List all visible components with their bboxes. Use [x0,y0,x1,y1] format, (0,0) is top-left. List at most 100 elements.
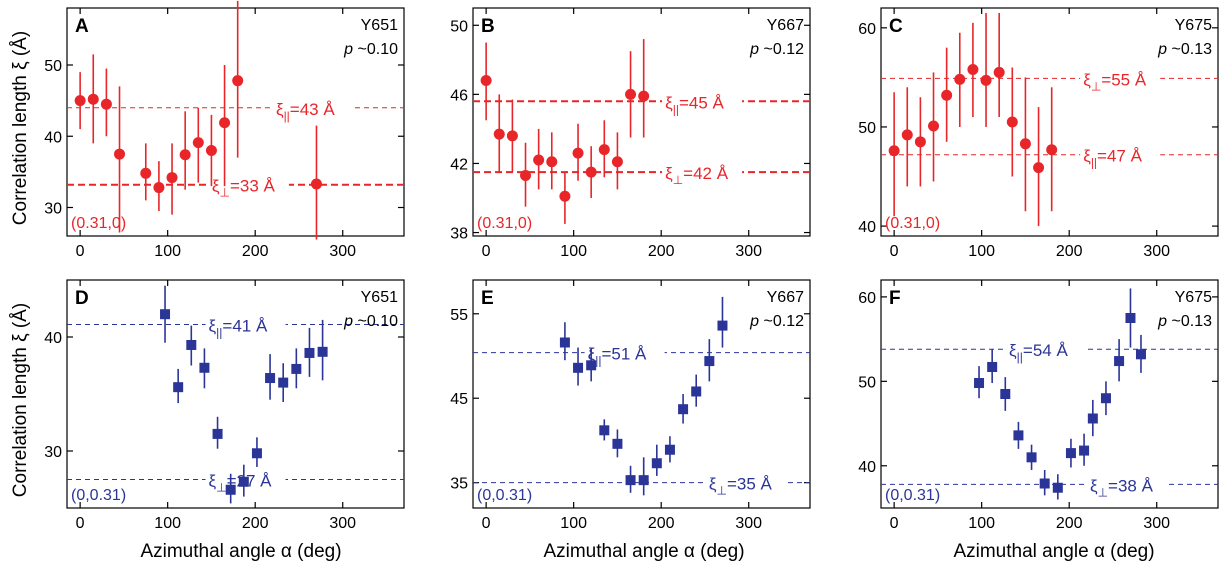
xi-value: =51 Å [601,345,647,364]
xi-subscript: || [1091,156,1097,170]
data-point [480,75,492,87]
p-value: ~0.13 [1167,313,1212,330]
data-point [546,156,558,168]
xi-value: =38 Å [1108,476,1154,495]
data-point [559,190,571,202]
x-tick-label: 300 [735,243,762,260]
xi-symbol: ξ [212,177,220,196]
p-label: p ~0.13 [1157,41,1212,58]
xi-subscript: || [673,102,679,116]
axes-frame [880,7,1219,237]
reference-label-bg [662,158,743,183]
panel-letter: F [889,288,901,309]
data-point [1065,448,1076,459]
xi-symbol: ξ [1083,70,1091,89]
data-point [225,484,236,495]
p-label: p ~0.10 [343,313,398,330]
x-tick-label: 0 [76,243,85,260]
data-point [611,156,623,168]
data-point [573,362,584,373]
data-point [87,93,99,105]
data-point [559,337,570,348]
x-tick-label: 300 [1143,243,1170,260]
y-tick-label: 30 [44,444,62,461]
q-vector-label: (0,0.31) [71,487,126,504]
x-tick-label: 200 [242,515,269,532]
xi-subscript: ⊥ [673,173,683,187]
reference-label-bg [205,310,286,335]
x-tick-label: 100 [968,243,995,260]
data-point [160,309,171,320]
x-tick-label: 0 [482,515,491,532]
xi-value: =42 Å [683,164,729,183]
data-point [251,448,262,459]
q-vector-label: (0.31,0) [477,215,532,232]
data-point [612,438,623,449]
xi-subscript: || [216,325,222,339]
p-symbol: p [1157,41,1167,58]
p-symbol: p [343,41,353,58]
xi-symbol: ξ [1009,341,1017,360]
panel-e: 0 100 200 300 35 45 55 ξ ||=51 Å ξ⊥=35 Å E Y667 p ~0… [450,279,811,532]
x-tick-label: 100 [968,515,995,532]
reference-line-label: ξ||=43 Å [276,100,335,123]
reference-line-label: ξ||=45 Å [665,93,724,116]
sample-label: Y651 [361,289,398,306]
data-point [1006,116,1018,128]
data-point [586,360,597,371]
panel-letter: A [75,16,89,37]
x-tick-label: 200 [648,515,675,532]
y-tick-label: 40 [858,219,876,236]
xi-value: =27 Å [227,472,273,491]
data-point [1019,138,1031,150]
reference-label-bg [662,87,743,112]
data-point [520,170,532,182]
data-point [678,404,689,415]
panel-letter: D [75,288,89,309]
xi-symbol: ξ [209,472,217,491]
reference-line-label: ξ⊥=35 Å [709,475,773,498]
xi-symbol: ξ [276,100,284,119]
data-point [493,128,505,140]
data-point [1033,162,1045,174]
xi-subscript: || [595,354,601,368]
reference-label-bg [272,93,353,118]
xi-value: =41 Å [222,316,268,335]
panel-letter: E [481,288,494,309]
p-symbol: p [749,313,759,330]
y-tick-label: 50 [858,374,876,391]
p-value: ~0.12 [759,313,804,330]
y-tick-label: 40 [44,330,62,347]
data-point [186,339,197,350]
y-tick-label: 35 [450,476,468,493]
xi-value: =55 Å [1101,70,1147,89]
p-symbol: p [1157,313,1167,330]
axes-frame [880,279,1219,509]
p-value: ~0.10 [353,41,398,58]
data-point [625,475,636,486]
data-point [638,90,650,102]
data-point [533,154,545,166]
data-point [114,148,126,160]
y-tick-label: 30 [44,201,62,218]
data-point [205,145,217,156]
x-tick-label: 300 [329,243,356,260]
data-point [980,74,992,86]
reference-line-label: ξ||=54 Å [1009,341,1068,364]
xi-symbol: ξ [665,164,673,183]
xi-symbol: ξ [665,93,673,112]
y-tick-label: 50 [858,120,876,137]
data-point [199,362,210,373]
xi-value: =47 Å [1097,147,1143,166]
y-tick-label: 45 [450,391,468,408]
sample-label: Y667 [767,289,804,306]
data-point [928,120,940,132]
sample-label: Y675 [1175,289,1212,306]
data-point [691,386,702,397]
reference-label-bg [1006,335,1087,360]
